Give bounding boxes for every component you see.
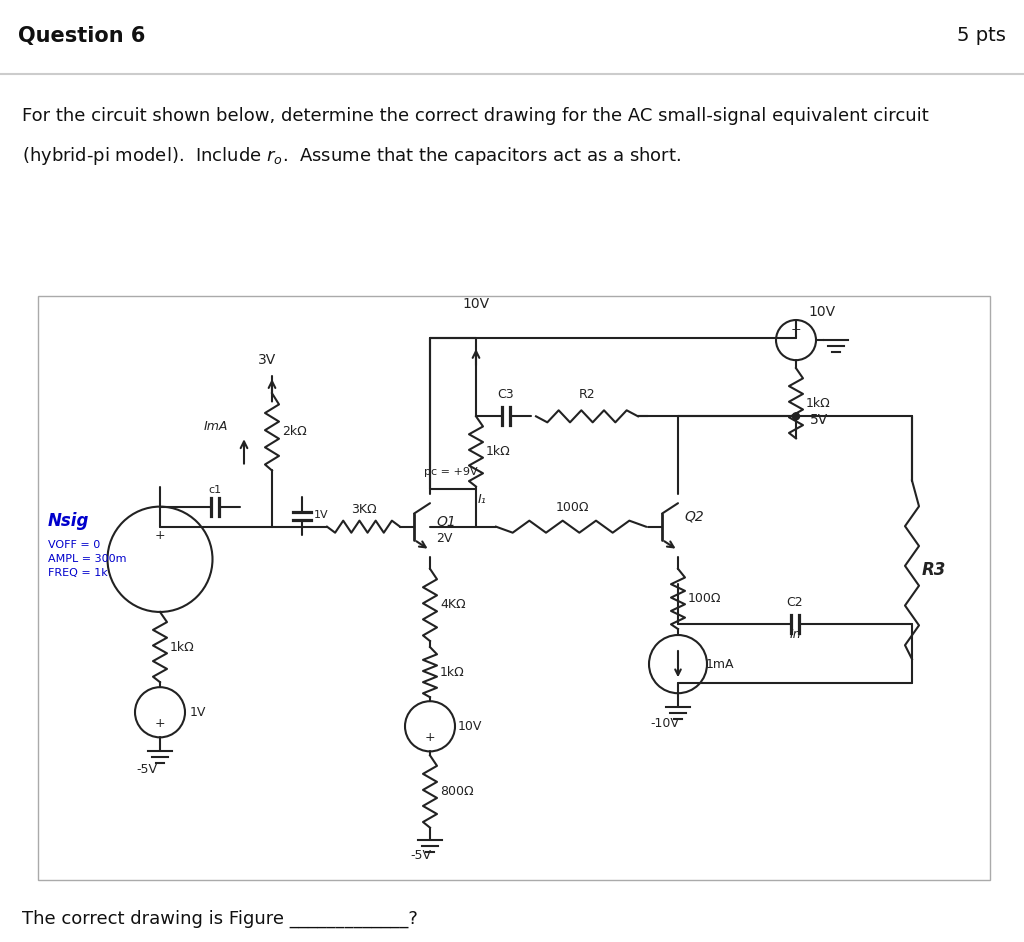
Text: 2kΩ: 2kΩ — [282, 426, 307, 438]
Text: 5 pts: 5 pts — [956, 26, 1006, 45]
Text: 10V: 10V — [808, 305, 836, 319]
Text: R2: R2 — [579, 388, 595, 401]
Text: +: + — [425, 731, 435, 744]
Text: 3V: 3V — [258, 353, 276, 367]
Text: Question 6: Question 6 — [18, 25, 145, 45]
Text: -5V: -5V — [410, 850, 431, 862]
Text: 3KΩ: 3KΩ — [350, 503, 376, 515]
Text: VOFF = 0: VOFF = 0 — [48, 540, 100, 550]
Text: 100Ω: 100Ω — [688, 593, 722, 606]
Text: ImA: ImA — [204, 420, 228, 433]
Text: 2V: 2V — [436, 532, 453, 545]
Text: 4KΩ: 4KΩ — [440, 598, 466, 611]
Text: AMPL = 300m: AMPL = 300m — [48, 554, 127, 563]
Text: C3: C3 — [498, 388, 514, 401]
Text: 800Ω: 800Ω — [440, 785, 474, 798]
Text: I₁: I₁ — [478, 493, 486, 506]
Text: 10V: 10V — [458, 720, 482, 733]
Text: For the circuit shown below, determine the correct drawing for the AC small-sign: For the circuit shown below, determine t… — [22, 107, 929, 125]
Text: +: + — [155, 717, 165, 730]
Circle shape — [793, 413, 800, 420]
Text: Q2: Q2 — [684, 510, 703, 524]
Text: -10V: -10V — [650, 717, 679, 730]
Text: The correct drawing is Figure _____________?: The correct drawing is Figure __________… — [22, 910, 418, 928]
Text: 1kΩ: 1kΩ — [806, 397, 830, 410]
Text: 1kΩ: 1kΩ — [440, 666, 465, 678]
Text: FREQ = 1k: FREQ = 1k — [48, 568, 108, 577]
Text: 100Ω: 100Ω — [555, 500, 589, 513]
Text: +: + — [155, 529, 165, 542]
Text: 1V: 1V — [314, 510, 329, 520]
Text: Nsig: Nsig — [48, 512, 89, 529]
Text: 1kΩ: 1kΩ — [486, 445, 511, 458]
Text: Q1: Q1 — [436, 514, 456, 528]
Text: 1mA: 1mA — [706, 658, 734, 671]
Text: In: In — [790, 628, 801, 642]
Text: -5V: -5V — [136, 763, 157, 776]
Text: (hybrid-pi model).  Include $r_o$.  Assume that the capacitors act as a short.: (hybrid-pi model). Include $r_o$. Assume… — [22, 145, 681, 168]
Text: +: + — [791, 323, 802, 336]
Text: 1V: 1V — [190, 706, 207, 719]
Text: C2: C2 — [786, 596, 803, 609]
Text: pc = +9V: pc = +9V — [424, 466, 477, 477]
Bar — [38, 296, 990, 880]
Text: 10V: 10V — [462, 297, 489, 311]
Text: c1: c1 — [209, 484, 221, 495]
Text: 5V: 5V — [810, 414, 828, 428]
Text: 1kΩ: 1kΩ — [170, 641, 195, 654]
Text: R3: R3 — [922, 560, 946, 578]
